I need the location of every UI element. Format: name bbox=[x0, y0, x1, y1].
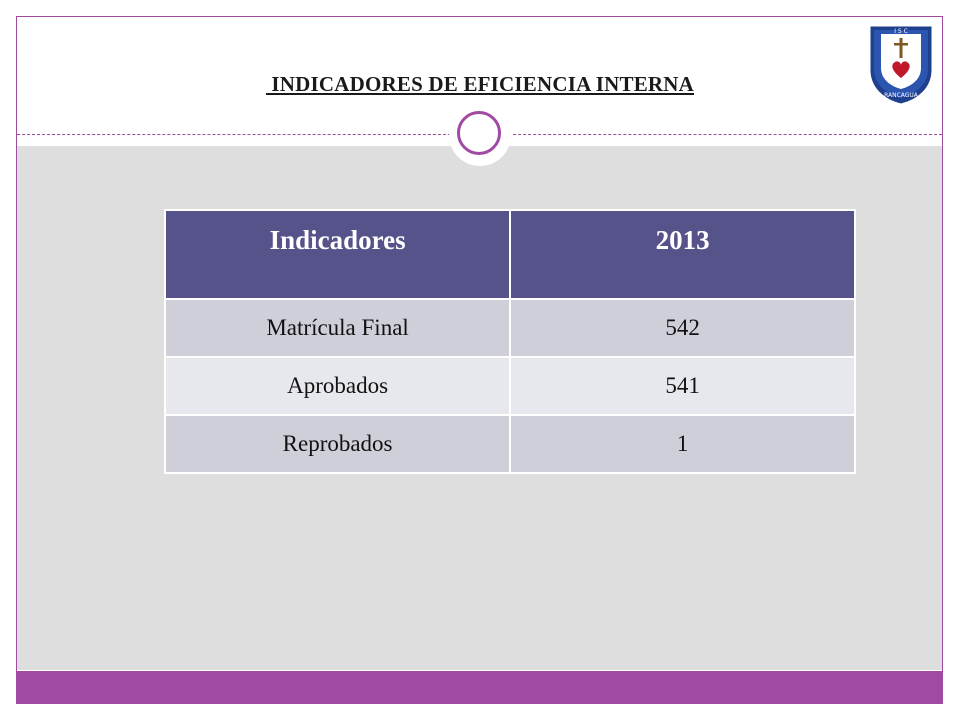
slide-title: INDICADORES DE EFICIENCIA INTERNA bbox=[265, 72, 695, 96]
footer-bar bbox=[17, 671, 942, 703]
column-header-year: 2013 bbox=[509, 209, 856, 300]
table-row: Reprobados 1 bbox=[163, 414, 856, 474]
divider-ring-icon bbox=[457, 111, 501, 155]
efficiency-indicators-table: Indicadores 2013 Matrícula Final 542 Apr… bbox=[163, 209, 856, 474]
slide-frame bbox=[16, 16, 943, 704]
logo-bottom-text: RANCAGUA bbox=[884, 92, 919, 99]
indicator-name-cell: Reprobados bbox=[163, 414, 512, 474]
column-header-indicators: Indicadores bbox=[163, 209, 512, 300]
indicator-value-cell: 542 bbox=[509, 298, 856, 358]
table-row: Aprobados 541 bbox=[163, 356, 856, 416]
indicator-name-cell: Matrícula Final bbox=[163, 298, 512, 358]
indicator-name-cell: Aprobados bbox=[163, 356, 512, 416]
logo-top-text: I S C bbox=[894, 28, 908, 35]
school-crest-logo: I S C RANCAGUA bbox=[869, 25, 933, 105]
indicator-value-cell: 1 bbox=[509, 414, 856, 474]
table-row: Matrícula Final 542 bbox=[163, 298, 856, 358]
table-header-row: Indicadores 2013 bbox=[163, 209, 856, 300]
indicator-value-cell: 541 bbox=[509, 356, 856, 416]
